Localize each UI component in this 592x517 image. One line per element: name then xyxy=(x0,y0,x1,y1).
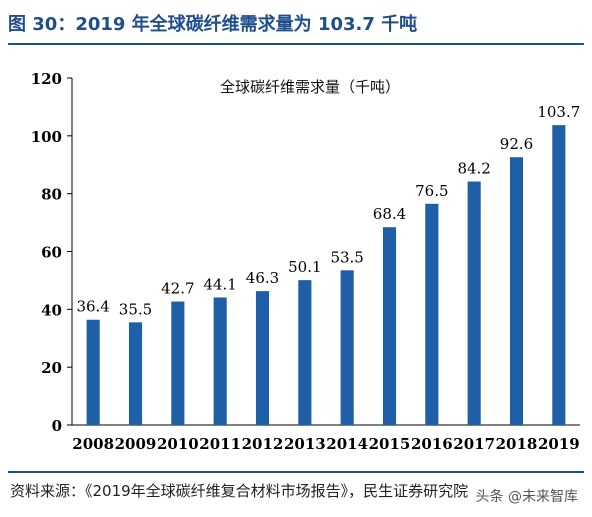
y-tick-label: 80 xyxy=(41,186,62,204)
data-labels: 36.4 35.5 42.7 44.1 46.3 50.1 53.5 68.4 76.5 84.2… xyxy=(76,103,580,318)
data-label-2010: 42.7 xyxy=(161,280,194,298)
bar-2017 xyxy=(467,181,481,425)
bar-2013 xyxy=(298,280,312,425)
y-tick-label: 20 xyxy=(41,359,62,377)
x-tick-label-2017: 2017 xyxy=(453,435,495,453)
bar-2019 xyxy=(552,125,566,426)
bottom-rule xyxy=(8,471,584,473)
bar-2014 xyxy=(340,270,354,425)
x-tick-label-2010: 2010 xyxy=(157,435,199,453)
x-tick-label-2013: 2013 xyxy=(284,435,326,453)
y-axis: 0 20 40 60 80 100 120 xyxy=(31,70,73,435)
x-tick-label-2014: 2014 xyxy=(326,435,368,453)
x-tick-label-2019: 2019 xyxy=(538,435,580,453)
data-label-2018: 92.6 xyxy=(500,135,533,153)
data-label-2019: 103.7 xyxy=(537,103,580,121)
bar-2009 xyxy=(128,322,143,425)
data-label-2016: 76.5 xyxy=(415,182,448,200)
bar-2016 xyxy=(425,203,439,425)
bar-2018 xyxy=(509,157,524,425)
x-tick-label-2018: 2018 xyxy=(496,435,538,453)
top-rule xyxy=(8,43,584,45)
data-label-2015: 68.4 xyxy=(373,205,406,223)
bar-2011 xyxy=(213,297,227,425)
x-axis: 2008 2009 2010 2011 2012 2013 2014 2015 2016 2017… xyxy=(72,424,580,453)
x-tick-label-2015: 2015 xyxy=(369,435,411,453)
y-tick-label: 60 xyxy=(41,244,62,262)
bars xyxy=(86,125,566,426)
source-note: 资料来源：《2019年全球碳纤维复合材料市场报告》，民生证券研究院 xyxy=(10,482,469,500)
chart-title: 全球碳纤维需求量（千吨） xyxy=(220,78,400,96)
bar-2012 xyxy=(255,291,270,425)
watermark: 头条 @未来智库 xyxy=(475,489,578,505)
y-tick-label: 120 xyxy=(31,70,62,88)
bar-2008 xyxy=(86,319,100,425)
x-tick-label-2008: 2008 xyxy=(72,435,114,453)
data-label-2012: 46.3 xyxy=(246,269,279,287)
data-label-2009: 35.5 xyxy=(119,300,152,318)
figure-title: 图 30：2019 年全球碳纤维需求量为 103.7 千吨 xyxy=(8,14,418,35)
data-label-2014: 53.5 xyxy=(330,248,363,266)
y-tick-label: 100 xyxy=(31,128,62,146)
bar-2010 xyxy=(171,301,185,425)
data-label-2013: 50.1 xyxy=(288,258,321,276)
y-tick-label: 40 xyxy=(41,301,62,319)
data-label-2011: 44.1 xyxy=(203,275,236,293)
x-tick-label-2012: 2012 xyxy=(242,435,284,453)
x-tick-label-2009: 2009 xyxy=(115,435,157,453)
data-label-2017: 84.2 xyxy=(457,160,490,178)
x-tick-label-2016: 2016 xyxy=(411,435,453,453)
x-tick-label-2011: 2011 xyxy=(199,435,241,453)
data-label-2008: 36.4 xyxy=(76,298,109,316)
bar-2015 xyxy=(382,227,397,425)
y-tick-label: 0 xyxy=(52,417,62,435)
